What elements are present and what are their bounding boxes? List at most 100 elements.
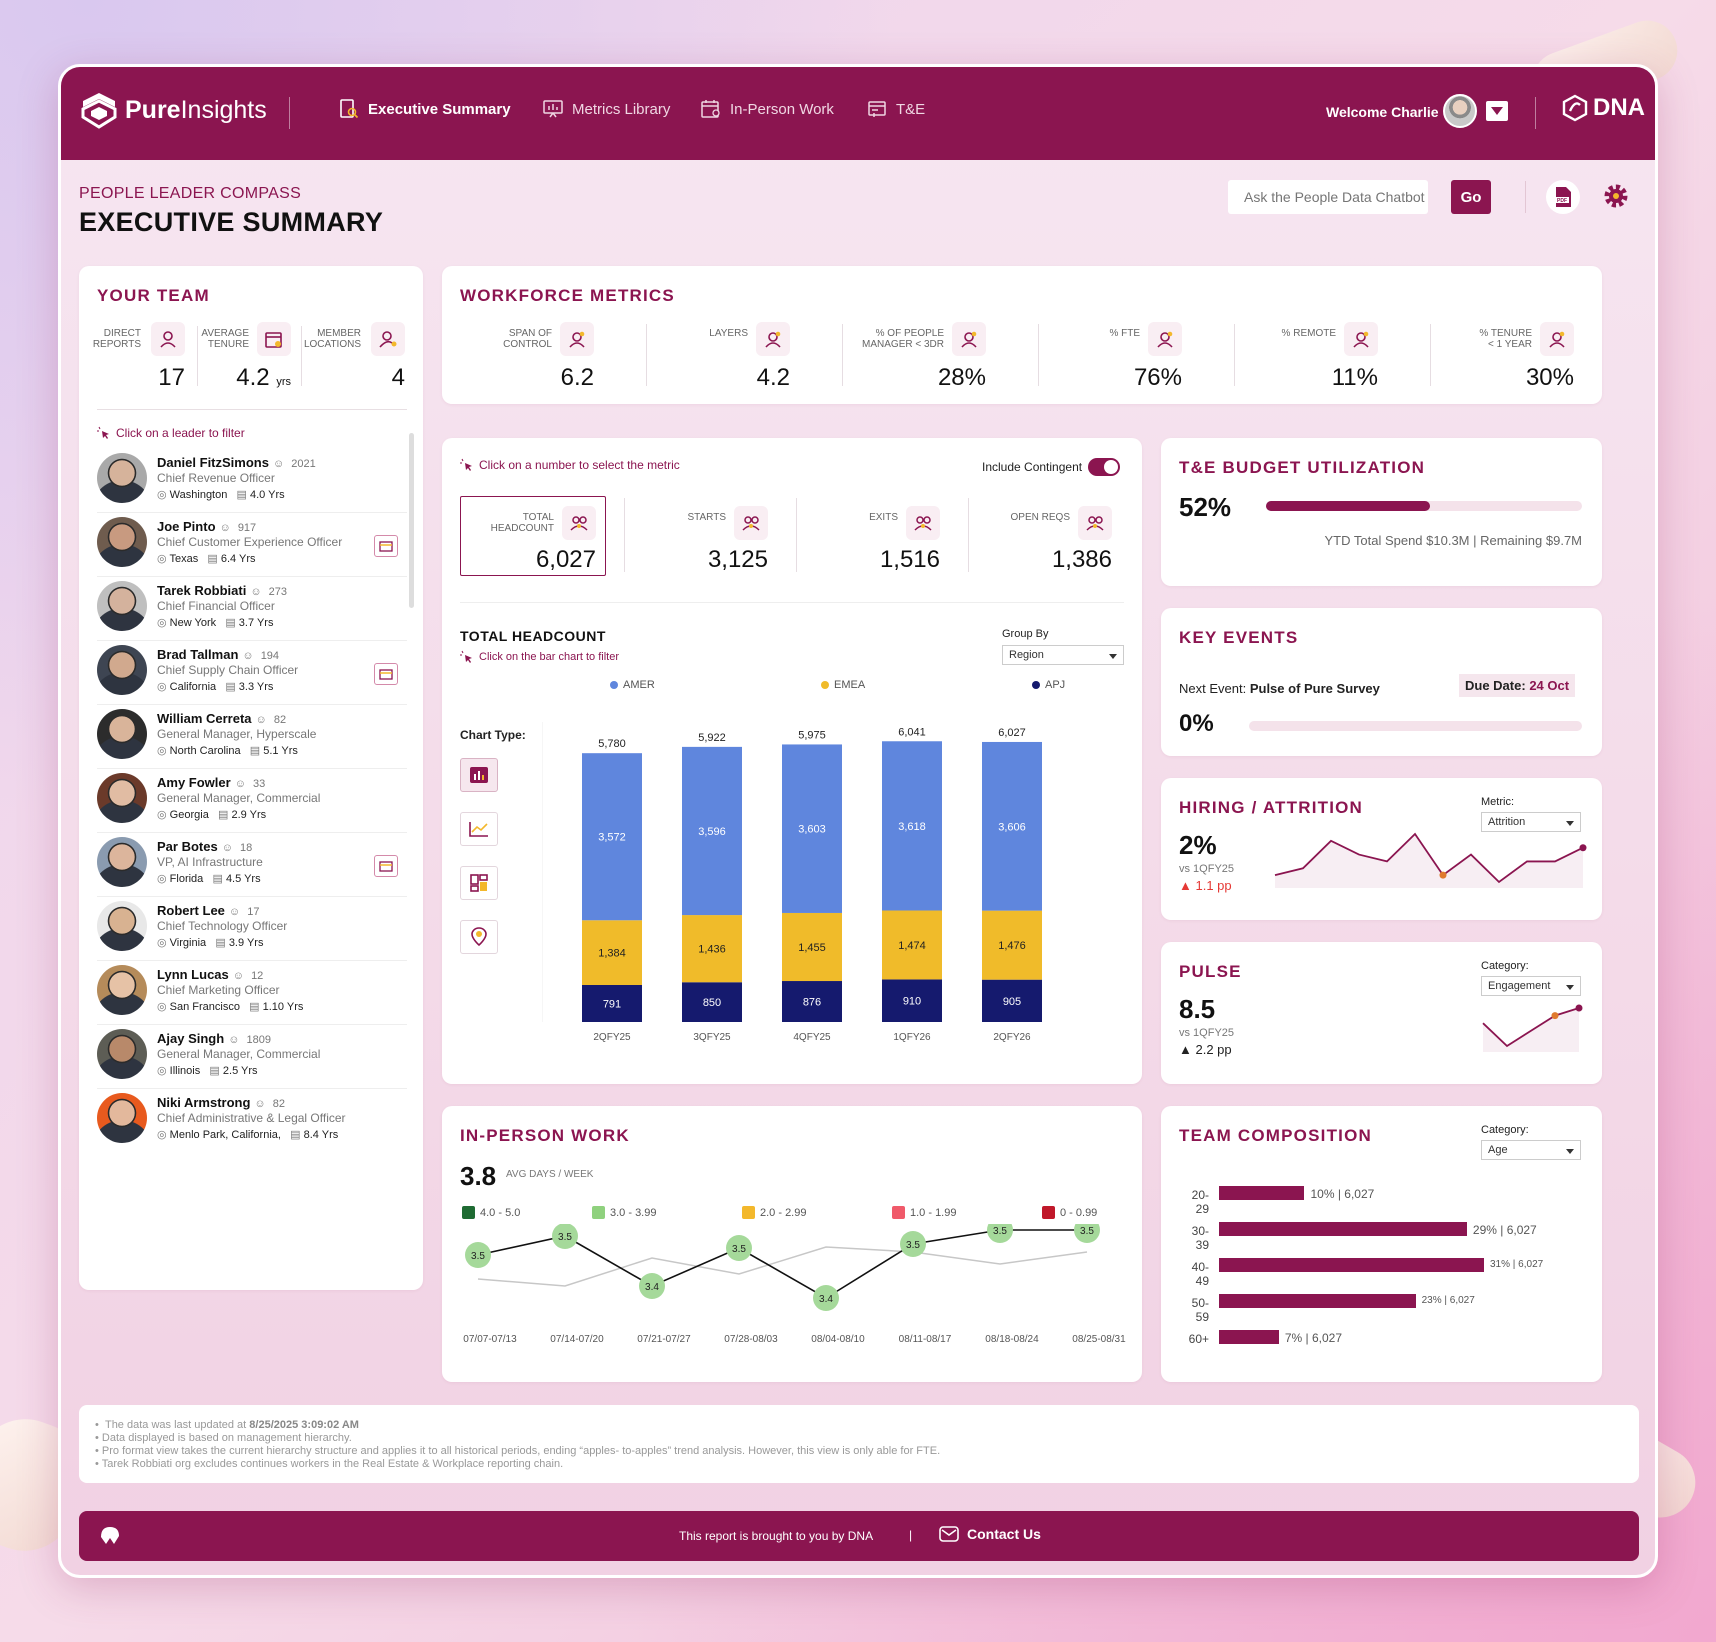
pulse-sparkline[interactable] [1479,1000,1583,1052]
data-point[interactable] [639,1273,665,1299]
bar-segment-emea[interactable] [882,910,942,980]
bar-segment-amer[interactable] [882,741,942,911]
nav-t-and-e[interactable]: T&E [866,98,925,120]
metric-value[interactable]: 1,516 [879,546,940,573]
leader-row[interactable]: Lynn Lucas ☺ 12 Chief Marketing Officer ◎ S… [97,961,407,1025]
age-band-bar[interactable] [1219,1330,1279,1344]
bar-segment-emea[interactable] [782,912,842,982]
bar-segment-amer[interactable] [982,741,1042,911]
kpi-value[interactable]: 4.2 [756,364,790,391]
data-point[interactable] [1074,1224,1100,1243]
data-point[interactable] [552,1224,578,1249]
leader-row[interactable]: Ajay Singh ☺ 1809 General Manager, Commerc… [97,1025,407,1089]
legend-item-3[interactable]: 1.0 - 1.99 [892,1206,956,1219]
metric-value[interactable]: 1,386 [1051,546,1112,573]
leader-row[interactable]: Daniel FitzSimons ☺ 2021 Chief Revenue Off… [97,449,407,513]
pdf-export-button[interactable]: PDF [1546,180,1580,214]
avg-days-value[interactable]: 3.8 [460,1161,497,1191]
age-band-bar[interactable] [1219,1258,1484,1272]
user-avatar[interactable] [1443,94,1477,128]
kpi-value[interactable]: 4 [391,364,405,391]
leader-row[interactable]: Brad Tallman ☺ 194 Chief Supply Chain Offi… [97,641,407,705]
calendar-badge-icon[interactable] [374,535,398,557]
chart-type-bar-button[interactable] [460,758,498,792]
sparkline-point[interactable] [1439,871,1447,879]
in-person-line-chart[interactable]: 3.5 07/07-07/13 3.5 07/14-07/20 3.4 07/21-07/… [442,1224,1142,1382]
chart-type-treemap-button[interactable] [460,866,498,900]
te-utilization-value[interactable]: 52% [1179,492,1232,522]
sparkline-point[interactable] [1579,844,1587,852]
user-menu-dropdown[interactable] [1486,101,1508,121]
nav-executive-summary[interactable]: Executive Summary [338,98,511,120]
leader-row[interactable]: Amy Fowler ☺ 33 General Manager, Commercia… [97,769,407,833]
bar-segment-apj[interactable] [582,985,642,1022]
chart-type-line-button[interactable] [460,812,498,846]
kpi-value[interactable]: 11% [1331,364,1378,391]
kpi-value[interactable]: 6.2 [560,364,594,391]
leader-row[interactable]: Niki Armstrong ☺ 82 Chief Administrative &… [97,1089,407,1153]
leader-list-scrollbar[interactable] [409,433,414,608]
age-band-bar[interactable] [1219,1294,1416,1308]
bar-segment-amer[interactable] [582,753,642,921]
leader-row[interactable]: Robert Lee ☺ 17 Chief Technology Officer ◎ … [97,897,407,961]
age-band-bar[interactable] [1219,1222,1467,1236]
bar-segment-emea[interactable] [682,915,742,983]
bar-segment-apj[interactable] [982,979,1042,1022]
kpi-value[interactable]: 17 [158,364,185,391]
kpi-value[interactable]: 28% [937,364,986,391]
nav-in-person-work[interactable]: In-Person Work [700,98,834,120]
metric-value[interactable]: 6,027 [535,546,596,573]
dna-logo[interactable]: DNA [1561,94,1645,122]
data-point[interactable] [987,1224,1013,1243]
bar-segment-amer[interactable] [782,744,842,913]
headcount-stacked-bar-chart[interactable]: 791 1,384 3,572 5,780 2QFY25 850 1,436 3,596 5,9… [542,708,1132,1048]
bar-segment-apj[interactable] [682,982,742,1022]
hiring-value[interactable]: 2% [1179,830,1217,860]
data-point[interactable] [726,1235,752,1261]
legend-item-2[interactable]: 2.0 - 2.99 [742,1206,806,1219]
leader-row[interactable]: Joe Pinto ☺ 917 Chief Customer Experience … [97,513,407,577]
nav-metrics-library[interactable]: Metrics Library [542,98,670,120]
leader-row[interactable]: Par Botes ☺ 18 VP, AI Infrastructure ◎ Flor… [97,833,407,897]
group-by-select[interactable]: Region [1002,645,1124,665]
leader-row[interactable]: William Cerreta ☺ 82 General Manager, Hype… [97,705,407,769]
calendar-badge-icon[interactable] [374,663,398,685]
kpi-value[interactable]: 4.2 yrs [236,364,291,391]
pulse-score-value[interactable]: 8.5 [1179,994,1216,1024]
legend-item-1[interactable]: 3.0 - 3.99 [592,1206,656,1219]
category-select[interactable]: Age [1481,1140,1581,1160]
attrition-sparkline[interactable] [1271,826,1587,888]
settings-gear-icon[interactable] [1601,181,1631,211]
chatbot-go-button[interactable]: Go [1451,180,1491,214]
data-point[interactable] [900,1231,926,1257]
sparkline-point[interactable] [1575,1004,1583,1012]
legend-emea[interactable]: EMEA [821,679,865,691]
chart-type-map-button[interactable] [460,920,498,954]
data-point[interactable] [813,1285,839,1311]
chatbot-input[interactable] [1228,180,1428,214]
legend-item-4[interactable]: 0 - 0.99 [1042,1206,1097,1219]
contact-us-link[interactable]: Contact Us [939,1525,1041,1543]
bar-segment-emea[interactable] [982,910,1042,980]
legend-amer[interactable]: AMER [610,679,655,691]
legend-item-0[interactable]: 4.0 - 5.0 [462,1206,520,1219]
kpi-value[interactable]: 30% [1525,364,1574,391]
kpi-value[interactable]: 76% [1133,364,1182,391]
leader-row[interactable]: Tarek Robbiati ☺ 273 Chief Financial Offic… [97,577,407,641]
bar-segment-emea[interactable] [582,920,642,986]
sparkline-point[interactable] [1551,1012,1559,1020]
bar-segment-apj[interactable] [782,981,842,1022]
data-point[interactable] [465,1242,491,1268]
include-contingent-toggle[interactable] [1088,458,1120,476]
age-band-bar[interactable] [1219,1186,1305,1200]
pureinsights-logo[interactable]: PureInsights [79,91,267,129]
selected-metric-outline[interactable] [460,496,606,576]
legend-apj[interactable]: APJ [1032,679,1065,691]
metric-value[interactable]: 3,125 [707,546,768,573]
bar-segment-amer[interactable] [682,746,742,916]
bar-segment-apj[interactable] [882,979,942,1022]
category-select[interactable]: Engagement [1481,976,1581,996]
metric-select[interactable]: Attrition [1481,812,1581,832]
layers-icon [756,322,790,356]
calendar-badge-icon[interactable] [374,855,398,877]
